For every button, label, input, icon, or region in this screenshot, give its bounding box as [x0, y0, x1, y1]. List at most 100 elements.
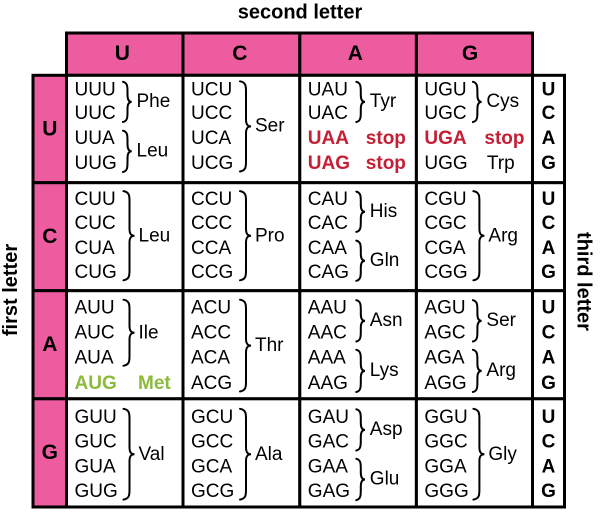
svg-text:GCA: GCA: [191, 456, 233, 477]
svg-text:AAA: AAA: [308, 347, 346, 368]
svg-text:CUG: CUG: [75, 262, 117, 283]
svg-text:GCU: GCU: [191, 407, 233, 428]
svg-text:U: U: [115, 42, 130, 65]
svg-text:U: U: [542, 298, 556, 319]
svg-text:Thr: Thr: [255, 335, 284, 356]
svg-text:A: A: [42, 333, 57, 356]
svg-text:Tyr: Tyr: [370, 91, 397, 112]
svg-text:U: U: [542, 79, 556, 100]
svg-text:UCG: UCG: [191, 153, 233, 174]
svg-text:CAG: CAG: [308, 262, 349, 283]
svg-text:Leu: Leu: [137, 141, 169, 162]
svg-text:UUU: UUU: [75, 79, 116, 100]
svg-text:AGG: AGG: [424, 373, 466, 394]
svg-text:G: G: [541, 262, 556, 283]
svg-text:AUG: AUG: [75, 373, 117, 394]
svg-text:G: G: [541, 481, 556, 502]
svg-text:Met: Met: [138, 373, 171, 394]
svg-text:UAA: UAA: [308, 128, 349, 149]
svg-text:CCU: CCU: [191, 189, 232, 210]
svg-text:Gly: Gly: [488, 444, 517, 465]
svg-text:UCC: UCC: [191, 103, 232, 124]
svg-text:C: C: [232, 42, 247, 65]
svg-text:second letter: second letter: [238, 2, 363, 24]
svg-text:CUA: CUA: [75, 238, 115, 259]
svg-text:UAG: UAG: [308, 153, 350, 174]
svg-text:C: C: [542, 103, 556, 124]
svg-text:UCU: UCU: [191, 79, 232, 100]
svg-text:CCG: CCG: [191, 262, 233, 283]
svg-text:stop: stop: [366, 153, 406, 174]
svg-text:UGG: UGG: [424, 153, 467, 174]
svg-text:third letter: third letter: [573, 232, 595, 331]
svg-text:UGA: UGA: [424, 128, 467, 149]
svg-text:GAA: GAA: [308, 456, 348, 477]
svg-text:CGG: CGG: [424, 262, 467, 283]
svg-text:Lys: Lys: [370, 360, 399, 381]
svg-text:U: U: [542, 189, 556, 210]
svg-text:UAU: UAU: [308, 79, 348, 100]
svg-text:Gln: Gln: [370, 250, 400, 271]
svg-text:CAC: CAC: [308, 213, 348, 234]
svg-text:C: C: [542, 432, 556, 453]
svg-text:Ala: Ala: [255, 444, 283, 465]
svg-text:ACC: ACC: [191, 323, 231, 344]
svg-text:Leu: Leu: [139, 226, 171, 247]
svg-text:GCC: GCC: [191, 432, 233, 453]
svg-text:UUG: UUG: [75, 153, 117, 174]
svg-text:A: A: [542, 347, 556, 368]
svg-text:CAU: CAU: [308, 189, 348, 210]
svg-text:GAG: GAG: [308, 481, 350, 502]
svg-text:CGC: CGC: [424, 213, 466, 234]
svg-text:UCA: UCA: [191, 128, 231, 149]
svg-text:UGC: UGC: [424, 103, 466, 124]
svg-text:AGC: AGC: [424, 323, 465, 344]
svg-text:Asn: Asn: [370, 310, 403, 331]
svg-text:GGA: GGA: [424, 456, 467, 477]
svg-text:GGU: GGU: [424, 407, 467, 428]
svg-text:GAC: GAC: [308, 432, 349, 453]
svg-text:AAC: AAC: [308, 323, 347, 344]
svg-text:AUC: AUC: [75, 323, 115, 344]
svg-text:AGU: AGU: [424, 298, 465, 319]
svg-text:GGG: GGG: [424, 481, 468, 502]
svg-text:GCG: GCG: [191, 481, 234, 502]
svg-text:C: C: [42, 225, 57, 248]
svg-text:CGA: CGA: [424, 238, 466, 259]
svg-text:Arg: Arg: [486, 360, 516, 381]
svg-text:AAG: AAG: [308, 373, 348, 394]
svg-text:UUA: UUA: [75, 128, 115, 149]
svg-text:His: His: [370, 201, 397, 222]
svg-text:C: C: [542, 323, 556, 344]
svg-text:GUU: GUU: [75, 407, 117, 428]
svg-text:GUA: GUA: [75, 456, 117, 477]
svg-text:UAC: UAC: [308, 103, 348, 124]
svg-text:Ile: Ile: [139, 323, 159, 344]
svg-text:G: G: [462, 42, 478, 65]
svg-text:CGU: CGU: [424, 189, 466, 210]
svg-text:Arg: Arg: [488, 226, 518, 247]
svg-text:GUC: GUC: [75, 432, 117, 453]
svg-text:stop: stop: [484, 128, 524, 149]
svg-text:AGA: AGA: [424, 347, 464, 368]
svg-text:first letter: first letter: [0, 244, 22, 336]
svg-text:CUU: CUU: [75, 189, 116, 210]
svg-text:ACA: ACA: [191, 347, 230, 368]
svg-text:UGU: UGU: [424, 79, 466, 100]
svg-text:AUU: AUU: [75, 298, 115, 319]
svg-text:Cys: Cys: [486, 91, 519, 112]
svg-text:ACG: ACG: [191, 373, 232, 394]
svg-text:G: G: [541, 153, 556, 174]
svg-text:U: U: [542, 407, 556, 428]
svg-text:Pro: Pro: [255, 226, 285, 247]
svg-text:A: A: [542, 238, 556, 259]
svg-text:CAA: CAA: [308, 238, 347, 259]
svg-text:CCC: CCC: [191, 213, 232, 234]
svg-text:G: G: [42, 441, 58, 464]
svg-text:Ser: Ser: [255, 116, 285, 137]
svg-text:UUC: UUC: [75, 103, 116, 124]
svg-text:AUA: AUA: [75, 347, 114, 368]
svg-text:GAU: GAU: [308, 407, 349, 428]
svg-text:CCA: CCA: [191, 238, 231, 259]
svg-text:GUG: GUG: [75, 481, 118, 502]
